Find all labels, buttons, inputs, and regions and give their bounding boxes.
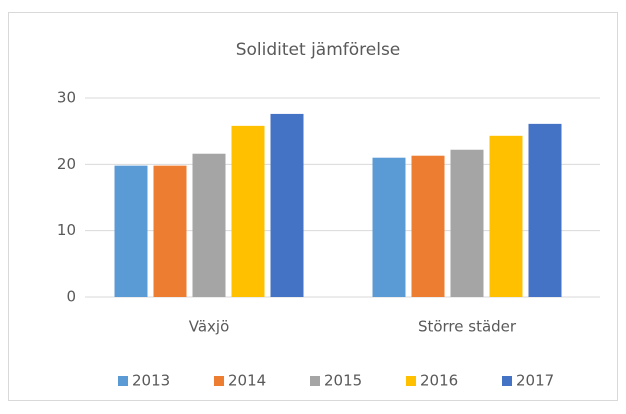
y-tick-label: 30 bbox=[57, 89, 76, 107]
bar bbox=[372, 157, 406, 297]
chart-frame bbox=[8, 12, 618, 401]
x-tick-label: Växjö bbox=[189, 318, 230, 336]
y-tick-label: 10 bbox=[57, 221, 76, 239]
legend-swatch bbox=[406, 376, 416, 386]
bar bbox=[411, 155, 445, 297]
y-tick-label: 20 bbox=[57, 155, 76, 173]
bar bbox=[489, 135, 523, 297]
bar bbox=[192, 153, 226, 297]
y-tick-label: 0 bbox=[66, 288, 76, 306]
legend-swatch bbox=[214, 376, 224, 386]
bar bbox=[153, 165, 187, 297]
bar bbox=[231, 125, 265, 297]
chart-title: Soliditet jämförelse bbox=[236, 40, 401, 60]
legend-label: 2014 bbox=[228, 372, 266, 390]
legend-swatch bbox=[502, 376, 512, 386]
legend-label: 2016 bbox=[420, 372, 458, 390]
legend-label: 2017 bbox=[516, 372, 554, 390]
x-tick-label: Större städer bbox=[418, 318, 517, 336]
legend-label: 2015 bbox=[324, 372, 362, 390]
bar bbox=[528, 123, 562, 298]
legend-label: 2013 bbox=[132, 372, 170, 390]
bar bbox=[270, 113, 304, 297]
bar bbox=[114, 165, 148, 297]
legend-swatch bbox=[118, 376, 128, 386]
legend-swatch bbox=[310, 376, 320, 386]
bar bbox=[450, 149, 484, 297]
